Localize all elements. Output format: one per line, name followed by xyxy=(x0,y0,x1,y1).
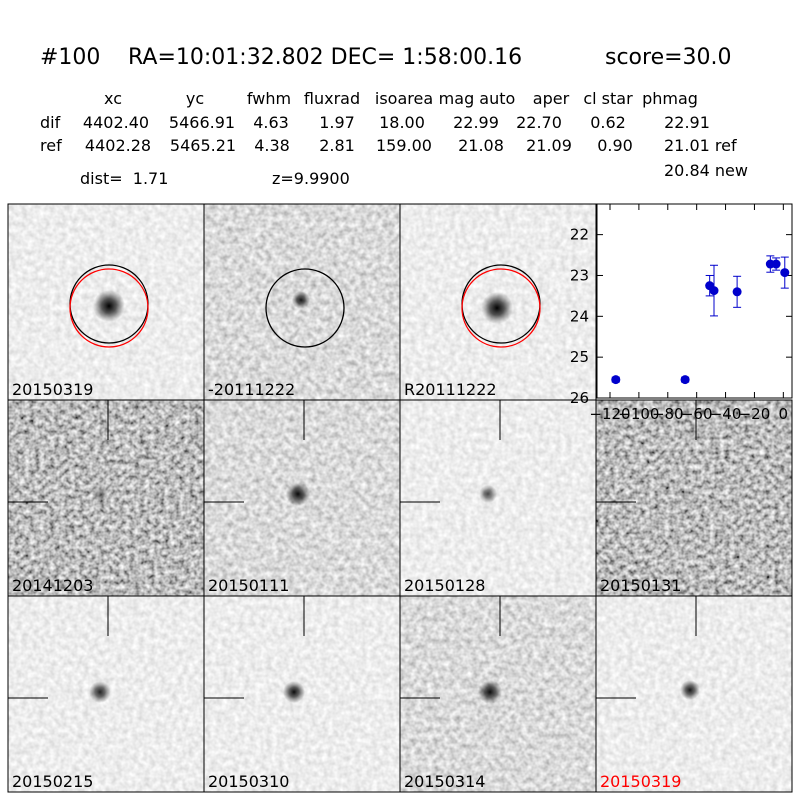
x-tick-label: −120 xyxy=(589,405,630,423)
source xyxy=(292,291,310,309)
source xyxy=(680,490,692,502)
stamp-label: 20150128 xyxy=(404,576,485,595)
stamp-image xyxy=(400,400,596,596)
table-cell: 21.09 xyxy=(526,136,572,155)
stamp-label: 20150215 xyxy=(12,772,93,791)
table-cell: 4402.40 xyxy=(83,113,149,132)
column-header: aper xyxy=(533,89,570,108)
column-header: isoarea xyxy=(375,89,433,108)
column-header: yc xyxy=(186,89,204,108)
table-cell: 159.00 xyxy=(376,136,432,155)
table-cell: 5465.21 xyxy=(170,136,236,155)
stamp-label: -20111222 xyxy=(208,380,295,399)
score: score=30.0 xyxy=(605,45,732,70)
x-tick-label: −100 xyxy=(618,405,659,423)
stamp-image xyxy=(596,400,792,596)
y-tick-label: 25 xyxy=(570,348,589,366)
column-header: fluxrad xyxy=(304,89,360,108)
x-tick-label: −80 xyxy=(652,405,684,423)
column-header: xc xyxy=(104,89,122,108)
table-cell: 4.63 xyxy=(253,113,289,132)
stamp-label: R20111222 xyxy=(404,380,497,399)
table-cell: 21.01 ref xyxy=(664,136,737,155)
source xyxy=(680,680,700,700)
source xyxy=(479,485,497,503)
data-point xyxy=(709,286,719,296)
coordinates: RA=10:01:32.802 DEC= 1:58:00.16 xyxy=(128,45,522,70)
stamp-label: 20150319 xyxy=(12,380,93,399)
aperture xyxy=(461,268,541,348)
y-tick-label: 24 xyxy=(570,307,589,325)
row-label: ref xyxy=(40,136,62,155)
x-tick-label: −20 xyxy=(739,405,771,423)
stamp-label: 20150319 xyxy=(600,772,681,791)
table-cell: 22.99 xyxy=(453,113,499,132)
y-tick-label: 22 xyxy=(570,226,589,244)
stamp-label: 20150131 xyxy=(600,576,681,595)
stamp-label: 20150314 xyxy=(404,772,485,791)
stamp-label: 20150111 xyxy=(208,576,289,595)
dist: dist= 1.71 xyxy=(80,169,168,188)
source xyxy=(478,680,502,704)
source xyxy=(481,292,513,324)
y-tick-label: 26 xyxy=(570,389,589,407)
redshift: z=9.9900 xyxy=(272,169,350,188)
table-cell: 0.90 xyxy=(597,136,633,155)
x-tick-label: −40 xyxy=(710,405,742,423)
aperture xyxy=(265,268,345,348)
x-tick-label: 0 xyxy=(779,405,789,423)
stamp-label: 20150310 xyxy=(208,772,289,791)
data-point xyxy=(611,375,621,385)
table-cell: 2.81 xyxy=(319,136,355,155)
table-cell: 21.08 xyxy=(458,136,504,155)
source xyxy=(286,482,310,506)
row-label: dif xyxy=(40,113,61,132)
table-note: 20.84 new xyxy=(664,161,748,180)
source xyxy=(283,681,305,703)
table-cell: 5466.91 xyxy=(169,113,235,132)
stamp-grid: 20150319 -20111222 R20111222 20141203 201501… xyxy=(7,203,793,793)
y-tick-label: 23 xyxy=(570,266,589,284)
plot-area xyxy=(596,203,793,399)
data-point xyxy=(680,375,690,385)
source xyxy=(89,681,111,703)
stamp-label: 20141203 xyxy=(12,576,93,595)
light-curve: −120−100−80−60−40−20 0 22 23 24 25 26 xyxy=(570,203,793,423)
table-cell: 18.00 xyxy=(379,113,425,132)
source xyxy=(93,290,125,322)
table-cell: 4.38 xyxy=(254,136,290,155)
data-point xyxy=(771,259,781,269)
table-cell: 0.62 xyxy=(590,113,626,132)
table-cell: 22.70 xyxy=(516,113,562,132)
x-tick-label: −60 xyxy=(681,405,713,423)
table-cell: 22.91 xyxy=(664,113,710,132)
column-header: fwhm xyxy=(247,89,291,108)
stamp-frame xyxy=(595,595,793,793)
table-cell: 4402.28 xyxy=(85,136,151,155)
data-point xyxy=(732,287,742,297)
column-header: mag auto xyxy=(439,89,516,108)
data-point xyxy=(780,268,790,278)
source xyxy=(92,486,108,502)
object-id: #100 xyxy=(40,45,100,70)
aperture xyxy=(69,268,149,348)
column-header: phmag xyxy=(642,89,698,108)
table-cell: 1.97 xyxy=(319,113,355,132)
column-header: cl star xyxy=(583,89,633,108)
